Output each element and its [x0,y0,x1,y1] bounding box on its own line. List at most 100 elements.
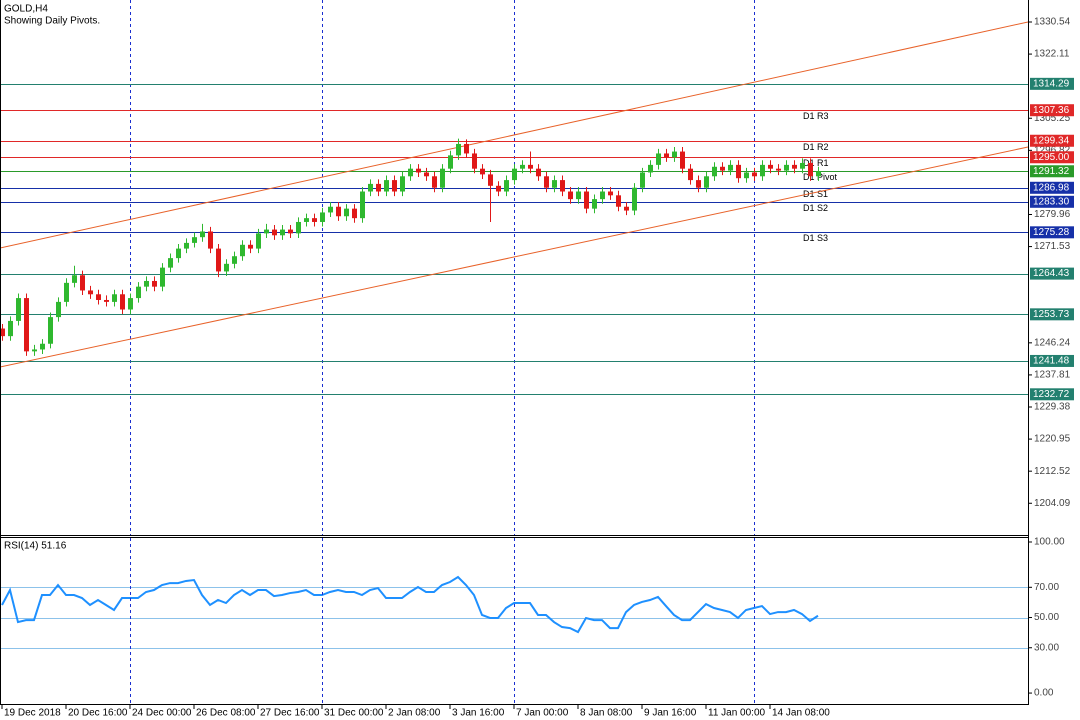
price-label: 1314.29 [1033,78,1070,89]
candle-body [320,212,325,222]
candle-body [584,191,589,209]
candle-body [528,164,533,169]
candle-body [352,208,357,219]
y-tick-label: 1330.54 [1034,17,1071,28]
candle-body [672,151,677,158]
price-label: 1307.36 [1033,105,1070,116]
candle-body [592,199,597,209]
pivot-label: D1 R3 [803,111,829,121]
y-tick-label: 1204.09 [1034,498,1071,509]
pivot-label: D1 S1 [803,189,828,199]
candle-body [272,229,277,236]
candle-body [752,172,757,177]
candle-body [160,267,165,287]
price-label: 1283.30 [1033,196,1070,207]
candle-body [8,320,13,337]
candle-body [784,164,789,171]
pivot-label: D1 R1 [803,158,829,168]
candle-body [224,263,229,272]
candle-body [656,153,661,165]
candle-body [568,191,573,200]
candle-body [192,237,197,243]
x-tick-label: 14 Jan 08:00 [772,708,830,719]
candle-body [512,168,517,181]
candle-body [216,248,221,272]
candle-body [400,176,405,192]
x-tick-label: 11 Jan 00:00 [708,708,766,719]
candle-body [448,155,453,169]
candle-body [296,221,301,234]
candle-body [208,231,213,249]
candle-body [288,229,293,234]
candle-body [816,171,821,177]
candle-body [744,172,749,179]
candle-body [424,172,429,177]
price-label: 1295.00 [1033,152,1070,163]
candle-body [720,166,725,171]
y-tick-label: 1296.82 [1034,145,1071,156]
candle-body [232,256,237,264]
price-label-bg [1030,134,1074,147]
candle-body [624,206,629,211]
y-tick-label: 1279.96 [1034,209,1071,220]
candle-body [608,191,613,196]
pivot-label: D1 S3 [803,233,828,243]
candle-body [336,206,341,217]
candle-body [136,286,141,299]
candle-body [176,248,181,259]
candle-body [808,162,813,177]
candle-body [256,233,261,249]
candle-body [112,294,117,302]
x-tick-label: 8 Jan 08:00 [580,708,633,719]
y-tick-label: 1212.52 [1034,466,1071,477]
candle-body [416,168,421,173]
candle-body [312,218,317,222]
candle-body [408,168,413,177]
price-label-bg [1030,165,1074,178]
candle-body [640,172,645,188]
price-label-bg [1030,104,1074,117]
price-label-bg [1030,226,1074,239]
candle-body [560,180,565,192]
candle-body [88,290,93,295]
price-label: 1264.43 [1033,268,1070,279]
trendline [0,146,1029,368]
x-tick-label: 20 Dec 16:00 [68,708,128,719]
candle-body [800,162,805,169]
y-tick-label: 1220.95 [1034,434,1071,445]
candle-body [688,168,693,181]
pivot-label: D1 S2 [803,203,828,213]
candle-body [64,282,69,302]
y-tick-label: 1246.24 [1034,337,1071,348]
x-tick-label: 3 Jan 16:00 [452,708,505,719]
rsi-line [1,575,819,634]
price-label-bg [1030,151,1074,164]
trendline [0,21,1029,249]
candle-body [240,244,245,257]
x-tick-label: 31 Dec 00:00 [324,708,384,719]
price-label-bg [1030,77,1074,90]
y-tick-label: 1305.25 [1034,113,1071,124]
candle-body [504,180,509,192]
price-label-bg [1030,308,1074,321]
candle-body [728,164,733,171]
candle-body [184,242,189,249]
y-tick-label: 30.00 [1034,642,1059,653]
y-tick-label: 1237.81 [1034,370,1071,381]
candle-body [72,275,77,283]
pivot-label: D1 Pivot [803,172,838,182]
candle-body [776,168,781,171]
x-tick-label: 19 Dec 2018 [4,708,61,719]
x-tick-label: 27 Dec 16:00 [260,708,320,719]
candle-body [760,164,765,177]
candle-body [496,185,501,192]
candle-body [472,153,477,169]
candle-body [648,164,653,173]
candle-body [16,298,21,321]
candle-body [376,183,381,192]
y-tick-label: 70.00 [1034,582,1059,593]
candle-body [248,244,253,249]
